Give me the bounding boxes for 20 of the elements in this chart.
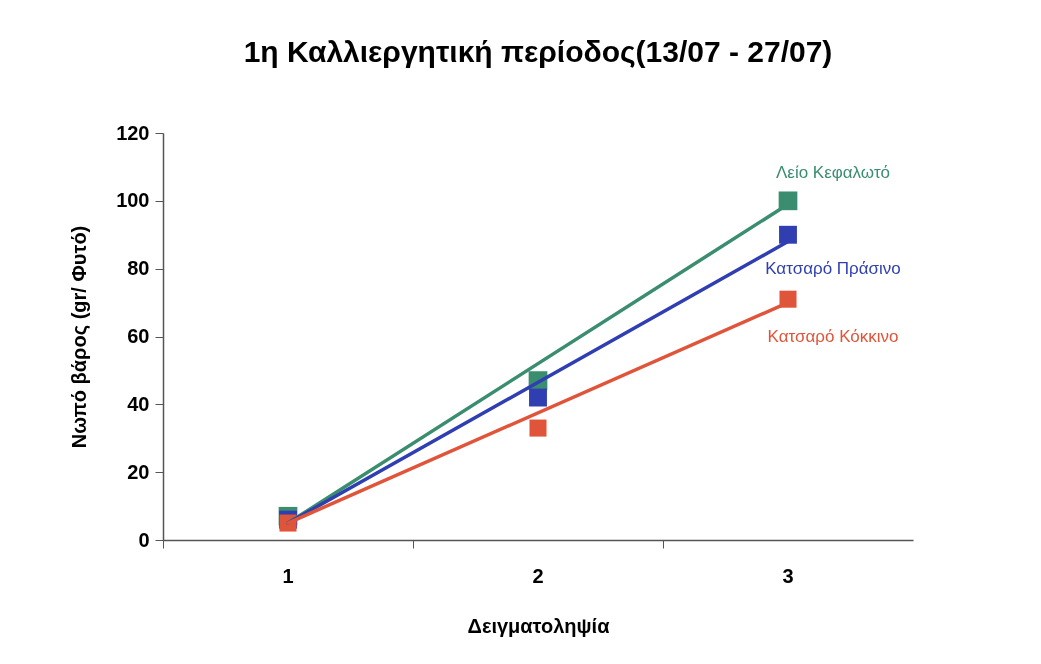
y-tick-label: 80: [127, 257, 150, 280]
x-tick-label: 3: [782, 564, 794, 587]
y-tick-label: 60: [127, 325, 150, 347]
y-tick-label: 40: [127, 392, 150, 415]
point: [529, 388, 547, 407]
series-label: Λείο Κεφαλωτό: [775, 162, 891, 182]
x-tick-label: 2: [532, 564, 544, 587]
series-label: Κατσαρό Πράσινο: [765, 258, 901, 278]
y-tick-label: 0: [138, 528, 150, 551]
y-tick-label: 20: [127, 460, 150, 483]
x-axis-title: Δειγματοληψία: [467, 614, 611, 637]
point: [779, 225, 797, 244]
chart-title: 1η Καλλιεργητική περίοδος(13/07 - 27/07): [243, 35, 833, 68]
point: [779, 290, 797, 308]
y-tick-label: 120: [116, 121, 150, 144]
point: [529, 419, 547, 437]
series-label: Κατσαρό Κόκκινο: [767, 327, 899, 347]
y-tick-label: 100: [116, 189, 150, 212]
x-tick-label: 1: [282, 564, 294, 587]
y-axis-title: Νωπό βάρος (gr/ Φυτό): [68, 225, 91, 449]
